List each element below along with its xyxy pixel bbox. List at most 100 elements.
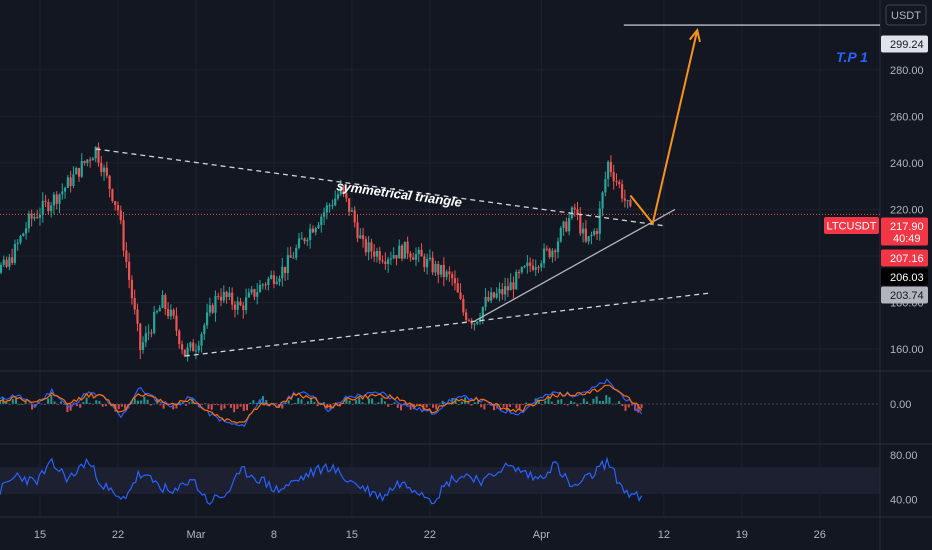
macd-hist-bar <box>50 394 53 404</box>
macd-tick-0: 0.00 <box>890 399 911 411</box>
candle-48 <box>105 161 108 179</box>
candle-85 <box>208 297 211 317</box>
candle-19 <box>24 221 28 240</box>
candle-110 <box>278 275 281 286</box>
candle-body <box>36 216 39 218</box>
macd-hist-bar <box>233 404 236 413</box>
candle-164 <box>428 249 431 262</box>
candle-body <box>27 213 30 229</box>
candle-body <box>442 264 445 278</box>
candle-61 <box>141 336 145 354</box>
candle-body <box>389 258 393 260</box>
macd-hist-bar <box>460 401 463 404</box>
candle-91 <box>225 290 228 304</box>
time-tick-7: 12 <box>658 529 670 541</box>
candle-body <box>155 311 159 313</box>
candle-body <box>86 159 89 163</box>
macd-hist-bar <box>98 400 101 404</box>
candle-body <box>434 263 437 273</box>
candle-129 <box>331 199 334 210</box>
macd-hist-bar <box>66 404 69 413</box>
candle-31 <box>58 193 61 214</box>
candle-95 <box>236 296 239 315</box>
candle-body <box>328 205 331 207</box>
candle-body <box>604 179 607 193</box>
candle-16 <box>16 238 19 251</box>
candle-55 <box>125 242 128 269</box>
macd-hist-bar <box>47 398 50 404</box>
candle-206 <box>545 245 548 252</box>
candle-body <box>615 181 618 183</box>
candle-84 <box>206 303 209 329</box>
candle-body <box>244 297 248 311</box>
candle-body <box>19 236 22 243</box>
candle-186 <box>490 287 493 304</box>
macd-hist-bar <box>544 400 547 404</box>
candle-body <box>311 228 315 233</box>
candle-body <box>239 301 242 306</box>
macd-hist-bar <box>502 404 505 407</box>
rsi-line-0 <box>0 456 643 506</box>
candle-body <box>50 205 53 212</box>
candle-body <box>144 333 147 343</box>
candle-212 <box>562 220 565 236</box>
candle-149 <box>387 256 390 273</box>
candle-87 <box>214 290 217 322</box>
candle-204 <box>540 260 543 272</box>
candle-51 <box>114 200 117 211</box>
candle-56 <box>128 252 131 289</box>
candle-body <box>119 210 122 221</box>
candle-175 <box>459 283 462 301</box>
macd-hist-bar <box>586 401 589 404</box>
candle-body <box>584 228 587 242</box>
candle-body <box>236 301 239 310</box>
candle-200 <box>529 257 532 273</box>
candle-body <box>542 248 546 264</box>
macd-hist-bar <box>290 404 293 405</box>
candle-body <box>47 201 50 212</box>
candle-body <box>261 284 264 286</box>
macd-hist-bar <box>136 400 139 404</box>
rsi-tick-1: 40.00 <box>890 494 918 506</box>
candle-body <box>387 259 390 265</box>
candle-23 <box>36 209 39 220</box>
candle-226 <box>601 191 604 217</box>
candle-body <box>206 312 209 326</box>
candle-body <box>58 194 61 204</box>
trendline-1 <box>184 292 709 357</box>
candle-38 <box>77 167 81 182</box>
macd-hist-bar <box>374 403 377 405</box>
macd-hist-bar <box>383 401 386 404</box>
macd-hist-bar <box>557 399 560 404</box>
candle-26 <box>44 194 47 208</box>
candle-131 <box>336 190 340 201</box>
candle-body <box>270 275 273 279</box>
macd-hist-bar <box>316 404 319 407</box>
candle-body <box>231 292 234 305</box>
candle-body <box>108 175 111 190</box>
candle-88 <box>217 292 220 300</box>
macd-hist-bar <box>569 400 572 404</box>
candle-body <box>175 315 178 331</box>
candle-196 <box>517 269 521 279</box>
candle-151 <box>392 247 395 260</box>
macd-hist-bar <box>294 402 297 404</box>
candle-body <box>150 332 153 334</box>
candle-body <box>626 200 629 202</box>
candle-188 <box>495 287 498 300</box>
candle-232 <box>618 179 621 189</box>
candle-201 <box>531 258 535 272</box>
candle-body <box>247 292 250 298</box>
candle-body <box>414 254 418 260</box>
candle-body <box>506 286 509 291</box>
candle-body <box>75 167 78 175</box>
candle-body <box>551 250 554 258</box>
candle-20 <box>27 210 30 233</box>
candle-118 <box>300 231 303 240</box>
candle-body <box>8 257 11 267</box>
rsi-tick-0: 80.00 <box>890 450 918 462</box>
